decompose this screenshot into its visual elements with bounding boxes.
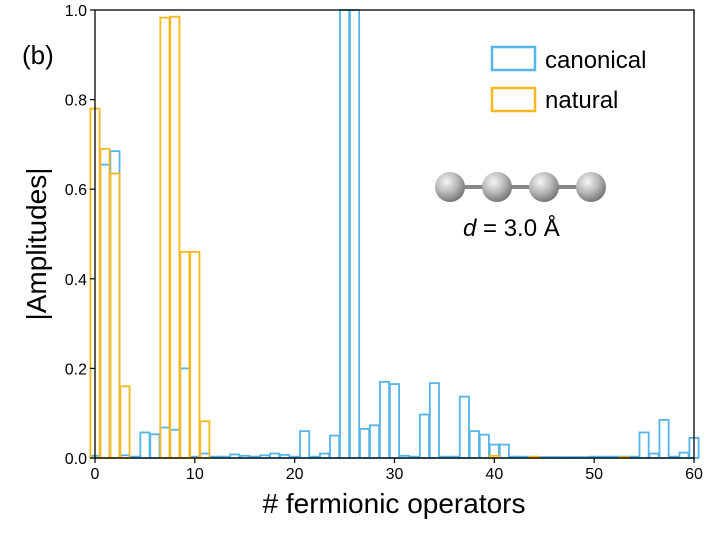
bar-canonical-6 <box>149 433 161 459</box>
bar-canonical-37 <box>458 395 470 459</box>
bar-canonical-24 <box>329 434 341 459</box>
bar-canonical-29 <box>379 380 391 459</box>
x-tick-label-10: 10 <box>186 466 204 483</box>
bar-canonical-21 <box>299 430 311 459</box>
bar-natural-2 <box>109 172 121 459</box>
bar-canonical-25 <box>339 9 351 459</box>
bar-natural-9 <box>179 251 191 459</box>
bar-canonical-26 <box>349 9 361 459</box>
bar-canonical-2 <box>109 150 121 459</box>
y-tick-label-0.8: 0.8 <box>65 93 87 110</box>
bar-canonical-18 <box>269 452 281 459</box>
atom-1 <box>435 172 465 202</box>
bar-canonical-23 <box>319 452 331 459</box>
bar-canonical-41 <box>498 443 510 459</box>
plot-frame <box>94 9 695 459</box>
bar-canonical-5 <box>139 431 151 459</box>
distance-symbol: d <box>463 215 477 242</box>
bar-canonical-1 <box>99 163 111 459</box>
bar-canonical-55 <box>638 431 650 459</box>
bar-canonical-39 <box>478 433 490 459</box>
bar-natural-1 <box>99 147 111 459</box>
bar-canonical-28 <box>369 424 381 459</box>
atom-3 <box>529 172 559 202</box>
distance-value: = 3.0 Å <box>476 214 559 242</box>
legend-swatch-natural <box>490 86 537 113</box>
legend-label-canonical: canonical <box>545 47 646 74</box>
bar-canonical-38 <box>468 430 480 459</box>
bar-canonical-9 <box>179 367 191 459</box>
y-tick-label-0.2: 0.2 <box>65 361 87 378</box>
bar-canonical-56 <box>648 452 660 459</box>
bar-canonical-59 <box>678 451 690 459</box>
bar-canonical-34 <box>428 382 440 459</box>
y-tick-label-0: 0.0 <box>65 451 87 468</box>
bar-canonical-7 <box>159 426 171 459</box>
x-tick-label-40: 40 <box>485 466 503 483</box>
y-axis-label: |Amplitudes| <box>21 167 52 320</box>
y-tick-label-1: 1.0 <box>65 3 87 20</box>
bars-layer <box>89 9 700 459</box>
bar-canonical-30 <box>389 383 400 459</box>
bar-canonical-8 <box>169 428 181 459</box>
atom-2 <box>482 172 512 202</box>
bar-canonical-57 <box>658 419 670 459</box>
x-tick-label-20: 20 <box>286 466 304 483</box>
panel-label: (b) <box>22 40 54 70</box>
x-tick-label-60: 60 <box>685 466 703 483</box>
bar-canonical-33 <box>418 413 430 459</box>
legend-label-natural: natural <box>545 87 618 114</box>
bar-natural-8 <box>169 15 181 459</box>
distance-annotation: d = 3.0 Å <box>463 214 560 242</box>
y-tick-label-0.6: 0.6 <box>65 182 87 199</box>
h4-chain-molecule-icon <box>435 172 606 202</box>
atom-4 <box>576 172 606 202</box>
x-tick-label-30: 30 <box>386 466 404 483</box>
bar-natural-10 <box>189 251 201 459</box>
bar-natural-7 <box>159 16 171 459</box>
bar-canonical-27 <box>359 427 371 459</box>
x-tick-label-50: 50 <box>585 466 603 483</box>
legend-swatch-canonical <box>490 45 537 72</box>
ticks-layer: 0 10 20 30 40 50 60 0.0 0.2 0.4 0.6 0.8 1.0 <box>65 3 703 483</box>
legend: canonical natural <box>490 45 646 114</box>
y-tick-label-0.4: 0.4 <box>65 272 87 289</box>
bar-natural-3 <box>119 385 131 459</box>
x-tick-label-0: 0 <box>91 466 100 483</box>
bar-natural-11 <box>199 420 211 459</box>
x-axis-label: # fermionic operators <box>262 488 525 519</box>
